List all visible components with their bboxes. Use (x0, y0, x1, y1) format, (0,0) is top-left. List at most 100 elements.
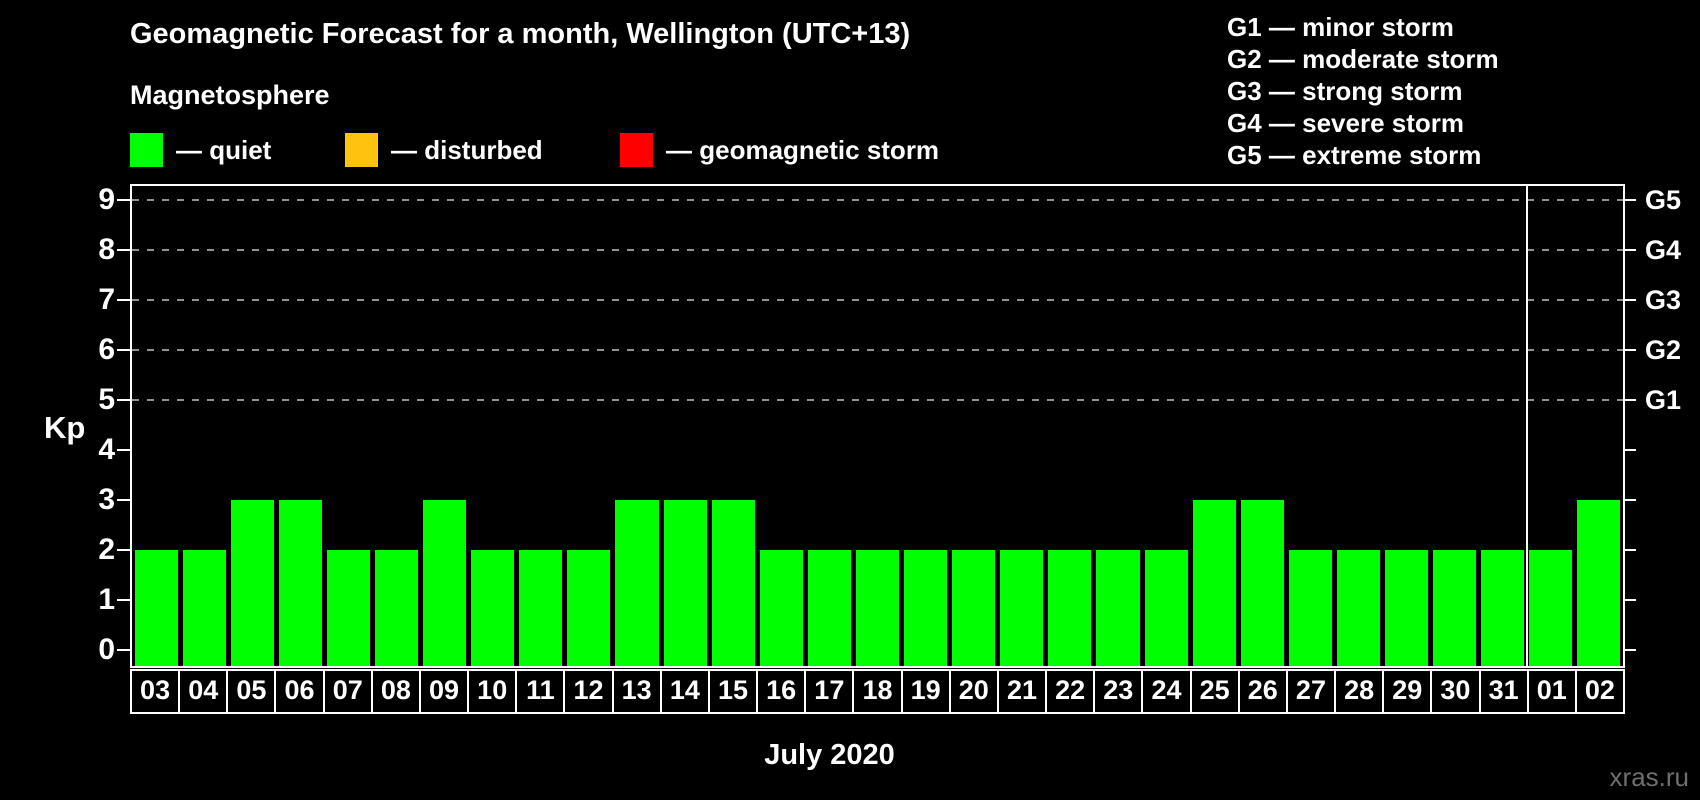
day-cell-30: 30 (1432, 671, 1479, 712)
day-cell-01: 01 (1528, 671, 1575, 712)
day-cell-03: 03 (132, 671, 179, 712)
day-cell-25: 25 (1191, 671, 1238, 712)
watermark: xras.ru (1609, 762, 1689, 792)
kp-bar-day-12 (567, 550, 611, 666)
kp-bar-day-31 (1481, 550, 1525, 666)
kp-bar-day-02 (1577, 500, 1621, 666)
kp-bar-day-15 (711, 500, 755, 666)
gridline-kp-8 (132, 249, 1623, 251)
storm-scale-g4: G4 — severe storm (1227, 108, 1465, 138)
kp-bar-day-17 (807, 550, 851, 666)
legend-label-disturbed: — disturbed (391, 135, 543, 165)
left-axis-tick-1 (117, 599, 130, 601)
kp-bar-day-05 (230, 500, 274, 666)
kp-tick-label-0: 0 (98, 633, 115, 666)
gridline-kp-5 (132, 399, 1623, 401)
left-axis-tick-5 (117, 399, 130, 401)
day-cell-17: 17 (806, 671, 853, 712)
x-axis-day-labels: 03 04 05 06 07 08 09 10 11 12 13 14 15 16 17 18 19 20 21 22… (130, 669, 1625, 714)
day-cell-08: 08 (372, 671, 419, 712)
kp-bar-day-26 (1240, 500, 1284, 666)
legend-label-quiet: — quiet (176, 135, 272, 165)
kp-bar-day-06 (278, 500, 322, 666)
day-cell-14: 14 (661, 671, 708, 712)
kp-bar-day-07 (326, 550, 370, 666)
day-cell-29: 29 (1384, 671, 1431, 712)
geomagnetic-storm-color-swatch (620, 133, 653, 167)
day-cell-12: 12 (565, 671, 612, 712)
x-axis-month-label: July 2020 (764, 739, 895, 771)
left-axis-tick-8 (117, 249, 130, 251)
kp-bar-day-22 (1048, 550, 1092, 666)
kp-tick-label-9: 9 (98, 183, 115, 216)
kp-bar-day-09 (423, 500, 467, 666)
kp-bar-day-19 (904, 550, 948, 666)
day-cell-28: 28 (1336, 671, 1383, 712)
left-axis-tick-3 (117, 499, 130, 501)
disturbed-color-swatch (345, 133, 378, 167)
kp-bar-day-10 (471, 550, 515, 666)
day-cell-24: 24 (1143, 671, 1190, 712)
g-axis-label-g3: G3 (1645, 285, 1682, 315)
left-axis-tick-0 (117, 649, 130, 651)
kp-bar-day-23 (1096, 550, 1140, 666)
legend-item-quiet: — quiet (130, 133, 271, 167)
kp-bar-day-27 (1288, 550, 1332, 666)
g-axis-label-g5: G5 (1645, 185, 1682, 215)
g-axis-label-g1: G1 (1645, 385, 1682, 415)
kp-tick-label-3: 3 (98, 483, 115, 516)
legend-item-geomagnetic-storm: — geomagnetic storm (620, 133, 939, 167)
day-cell-22: 22 (1047, 671, 1094, 712)
legend-item-disturbed: — disturbed (345, 133, 543, 167)
day-cell-11: 11 (517, 671, 564, 712)
day-cell-26: 26 (1239, 671, 1286, 712)
kp-bar-day-20 (952, 550, 996, 666)
day-cell-31: 31 (1480, 671, 1527, 712)
kp-bar-day-29 (1385, 550, 1429, 666)
left-axis-tick-2 (117, 549, 130, 551)
kp-bar-day-13 (615, 500, 659, 666)
storm-scale-g3: G3 — strong storm (1227, 76, 1463, 106)
day-cell-18: 18 (854, 671, 901, 712)
g-axis-label-g2: G2 (1645, 335, 1682, 365)
kp-bar-day-21 (1000, 550, 1044, 666)
day-cell-27: 27 (1287, 671, 1335, 712)
day-cell-05: 05 (228, 671, 275, 712)
day-cell-07: 07 (324, 671, 371, 712)
chart-subtitle: Magnetosphere (130, 80, 330, 110)
kp-bar-day-01 (1529, 550, 1573, 666)
g-axis-label-g4: G4 (1645, 235, 1682, 265)
storm-scale-legend: G1 — minor storm G2 — moderate storm G3 … (1227, 11, 1499, 171)
day-cell-16: 16 (758, 671, 805, 712)
day-cell-09: 09 (420, 671, 468, 712)
kp-bar-day-25 (1192, 500, 1236, 666)
kp-tick-label-2: 2 (98, 533, 115, 566)
left-axis-tick-4 (117, 449, 130, 451)
kp-tick-label-8: 8 (98, 233, 115, 266)
kp-bar-day-24 (1144, 550, 1188, 666)
quiet-color-swatch (130, 133, 163, 167)
kp-bar-day-11 (519, 550, 563, 666)
left-axis-tick-9 (117, 199, 130, 201)
left-axis-tick-7 (117, 299, 130, 301)
kp-tick-label-1: 1 (98, 583, 115, 616)
kp-bar-day-04 (182, 550, 226, 666)
kp-tick-label-6: 6 (98, 333, 115, 366)
kp-bar-day-08 (374, 550, 419, 666)
day-cell-19: 19 (902, 671, 949, 712)
kp-bar-day-30 (1433, 550, 1477, 666)
day-cell-20: 20 (950, 671, 997, 712)
kp-bar-day-14 (663, 500, 707, 666)
day-cell-04: 04 (180, 671, 227, 712)
storm-scale-g1: G1 — minor storm (1227, 12, 1454, 42)
month-separator-line (1525, 186, 1528, 666)
kp-bar-day-16 (759, 550, 803, 666)
legend-label-geomagnetic-storm: — geomagnetic storm (666, 135, 940, 165)
kp-bar-day-03 (134, 550, 178, 666)
kp-bar-day-28 (1336, 550, 1380, 666)
y-axis-title: Kp (44, 410, 86, 445)
day-cell-10: 10 (469, 671, 516, 712)
day-cell-06: 06 (276, 671, 323, 712)
gridline-kp-9 (132, 199, 1623, 201)
chart-title: Geomagnetic Forecast for a month, Wellin… (130, 18, 911, 50)
